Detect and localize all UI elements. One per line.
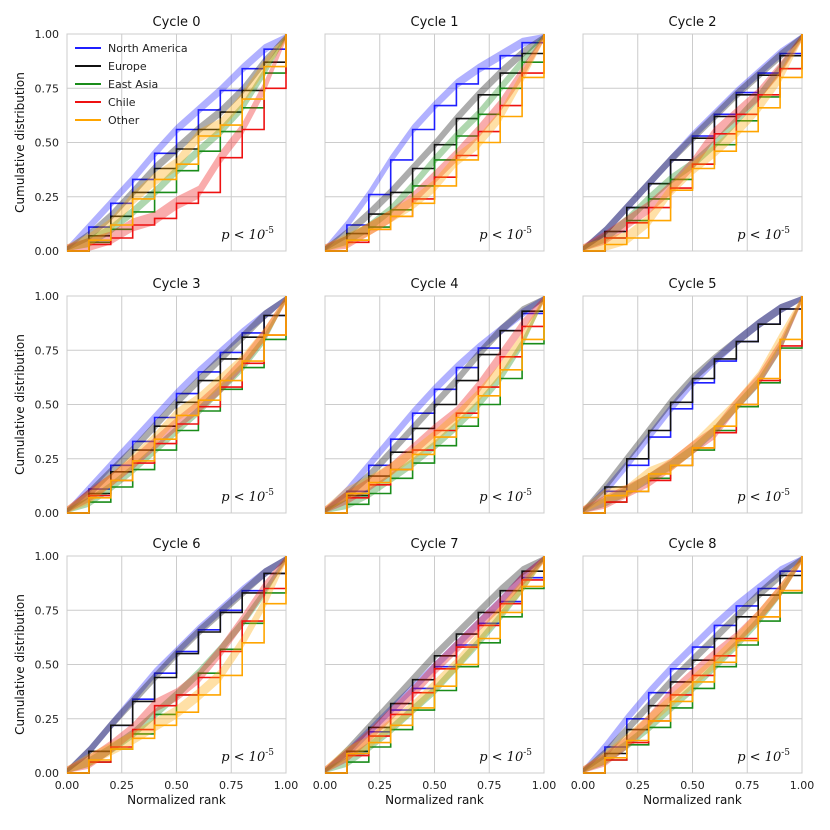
- panel-title: Cycle 5: [669, 277, 717, 292]
- panel-cycle-7: Cycle 7 0.00 0.25 0.50 0.75 1.00 Normalized ra…: [313, 537, 557, 807]
- confidence-band: [325, 556, 544, 773]
- x-tick-label: 0.50: [422, 779, 447, 792]
- x-tick-label: 0.00: [571, 779, 596, 792]
- series-line: [67, 296, 287, 514]
- series-line: [67, 556, 287, 774]
- panel-title: Cycle 1: [411, 15, 459, 30]
- x-tick-label: 0.50: [680, 779, 705, 792]
- p-value-annotation: p < 10-5: [221, 488, 274, 505]
- y-tick-label: 0.50: [35, 399, 60, 412]
- p-value-annotation: p < 10-5: [737, 226, 790, 243]
- p-value-annotation: p < 10-5: [479, 488, 532, 505]
- panel-title: Cycle 6: [153, 537, 201, 552]
- confidence-band: [583, 556, 802, 773]
- legend-label: Other: [108, 114, 140, 127]
- panel-title: Cycle 3: [153, 277, 201, 292]
- y-tick-label: 1.00: [35, 290, 60, 303]
- y-axis-label: Cumulative distribution: [13, 72, 27, 213]
- series-line: [583, 34, 803, 252]
- panel-cycle-8: Cycle 8 0.00 0.25 0.50 0.75 1.00 Normalized ra…: [571, 537, 815, 807]
- x-axis-label: Normalized rank: [385, 793, 484, 807]
- legend-label: East Asia: [108, 78, 158, 91]
- y-axis-label: Cumulative distribution: [13, 594, 27, 735]
- p-value-annotation: p < 10-5: [221, 748, 274, 765]
- y-tick-label: 0.00: [35, 507, 60, 520]
- y-tick-label: 0.50: [35, 137, 60, 150]
- panel-cycle-4: Cycle 4 p < 10-5: [324, 277, 545, 514]
- y-tick-label: 0.50: [35, 659, 60, 672]
- panel-cycle-1: Cycle 1 p < 10-5: [324, 15, 545, 252]
- series-line: [67, 34, 287, 252]
- y-tick-label: 0.00: [35, 767, 60, 780]
- x-tick-label: 1.00: [790, 779, 815, 792]
- y-tick-label: 0.25: [35, 191, 60, 204]
- x-tick-label: 0.00: [313, 779, 338, 792]
- series-line: [325, 296, 545, 514]
- panel-cycle-2: Cycle 2 p < 10-5: [582, 15, 803, 252]
- legend-label: North America: [108, 42, 188, 55]
- x-axis-label: Normalized rank: [127, 793, 226, 807]
- confidence-band: [583, 34, 802, 251]
- legend-label: Europe: [108, 60, 147, 73]
- x-tick-label: 0.50: [164, 779, 189, 792]
- p-value-annotation: p < 10-5: [479, 226, 532, 243]
- confidence-band: [325, 556, 544, 773]
- panel-title: Cycle 2: [669, 15, 717, 30]
- y-tick-label: 0.75: [35, 82, 60, 95]
- x-tick-label: 1.00: [274, 779, 299, 792]
- panel-title: Cycle 7: [411, 537, 459, 552]
- y-tick-label: 0.25: [35, 453, 60, 466]
- x-tick-label: 0.75: [735, 779, 760, 792]
- y-tick-label: 0.00: [35, 245, 60, 258]
- x-tick-label: 0.75: [219, 779, 244, 792]
- y-tick-label: 1.00: [35, 28, 60, 41]
- panel-cycle-5: Cycle 5 p < 10-5: [582, 277, 803, 514]
- x-axis-label: Normalized rank: [643, 793, 742, 807]
- series-line: [583, 556, 803, 774]
- p-value-annotation: p < 10-5: [737, 748, 790, 765]
- confidence-band: [325, 34, 544, 251]
- p-value-annotation: p < 10-5: [737, 488, 790, 505]
- x-tick-label: 0.25: [368, 779, 393, 792]
- panel-title: Cycle 8: [669, 537, 717, 552]
- confidence-band: [325, 296, 544, 513]
- series-line: [325, 556, 545, 774]
- x-tick-label: 1.00: [532, 779, 557, 792]
- y-axis-label: Cumulative distribution: [13, 334, 27, 475]
- confidence-band: [67, 296, 286, 513]
- x-tick-label: 0.25: [110, 779, 135, 792]
- series-line: [583, 34, 803, 252]
- confidence-band: [325, 296, 544, 513]
- panel-cycle-0: Cycle 0 0.00 0.25 0.50 0.75 1.00 Cumulative di…: [13, 15, 287, 258]
- panel-cycle-6: Cycle 6 0.00 0.25 0.50 0.75 1.00 0.00 0.25 0.50 0…: [13, 537, 298, 807]
- y-tick-label: 1.00: [35, 550, 60, 563]
- confidence-band: [583, 296, 802, 513]
- x-tick-label: 0.75: [477, 779, 502, 792]
- y-tick-label: 0.75: [35, 604, 60, 617]
- y-tick-label: 0.75: [35, 344, 60, 357]
- series-line: [325, 34, 545, 252]
- panel-title: Cycle 4: [411, 277, 459, 292]
- x-tick-label: 0.25: [626, 779, 651, 792]
- confidence-band: [325, 556, 544, 773]
- p-value-annotation: p < 10-5: [221, 226, 274, 243]
- series-line: [583, 296, 803, 514]
- y-tick-label: 0.25: [35, 713, 60, 726]
- p-value-annotation: p < 10-5: [479, 748, 532, 765]
- series-line: [583, 296, 803, 514]
- legend: North America Europe East Asia Chile Other: [75, 42, 188, 127]
- series-line: [67, 34, 287, 252]
- panel-title: Cycle 0: [153, 15, 201, 30]
- panel-cycle-3: Cycle 3 0.00 0.25 0.50 0.75 1.00 Cumulative di…: [13, 277, 287, 520]
- confidence-band: [67, 296, 286, 513]
- x-tick-label: 0.00: [55, 779, 80, 792]
- legend-label: Chile: [108, 96, 136, 109]
- series-line: [67, 556, 287, 774]
